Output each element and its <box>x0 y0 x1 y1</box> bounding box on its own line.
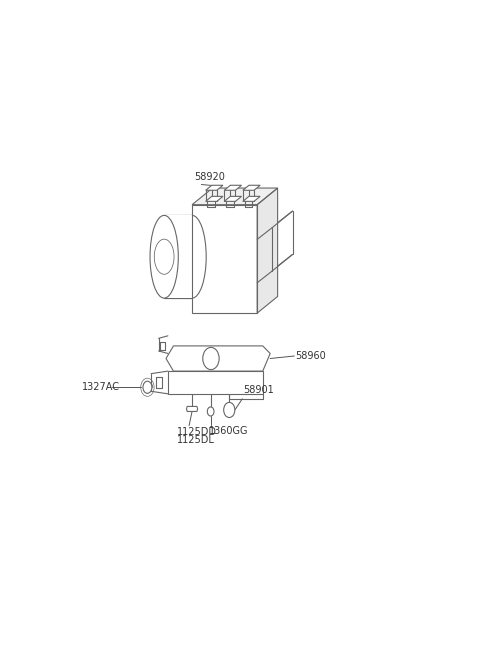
Polygon shape <box>205 196 223 201</box>
Text: 1125DD: 1125DD <box>177 426 217 437</box>
Circle shape <box>224 402 235 417</box>
Polygon shape <box>164 215 192 298</box>
Ellipse shape <box>178 215 206 298</box>
Polygon shape <box>224 196 241 201</box>
Polygon shape <box>224 185 241 190</box>
Text: 1360GG: 1360GG <box>209 426 248 436</box>
Text: 1327AC: 1327AC <box>83 383 120 392</box>
Polygon shape <box>186 406 198 411</box>
Polygon shape <box>243 185 260 190</box>
Text: 58920: 58920 <box>194 172 225 182</box>
Ellipse shape <box>150 215 178 298</box>
Circle shape <box>207 407 214 416</box>
Polygon shape <box>166 346 270 371</box>
Circle shape <box>203 347 219 369</box>
Polygon shape <box>192 188 277 204</box>
Circle shape <box>143 381 152 393</box>
Text: 1125DL: 1125DL <box>177 435 215 445</box>
Polygon shape <box>243 196 260 201</box>
Polygon shape <box>205 185 223 190</box>
Polygon shape <box>168 371 263 394</box>
Text: 58901: 58901 <box>243 385 274 396</box>
Polygon shape <box>192 204 257 313</box>
Polygon shape <box>257 188 277 313</box>
Ellipse shape <box>154 239 174 274</box>
Text: 58960: 58960 <box>295 351 326 361</box>
